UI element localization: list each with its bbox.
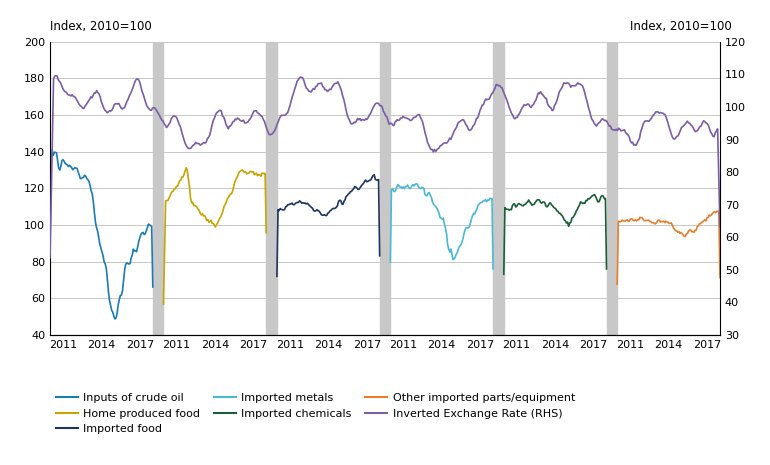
Bar <box>607 42 618 335</box>
Bar <box>380 42 390 335</box>
Bar <box>266 42 277 335</box>
Legend: Inputs of crude oil, Home produced food, Imported food, Imported metals, Importe: Inputs of crude oil, Home produced food,… <box>55 393 575 434</box>
Text: Index, 2010=100: Index, 2010=100 <box>50 20 152 33</box>
Bar <box>493 42 504 335</box>
Bar <box>152 42 163 335</box>
Text: Index, 2010=100: Index, 2010=100 <box>630 20 732 33</box>
